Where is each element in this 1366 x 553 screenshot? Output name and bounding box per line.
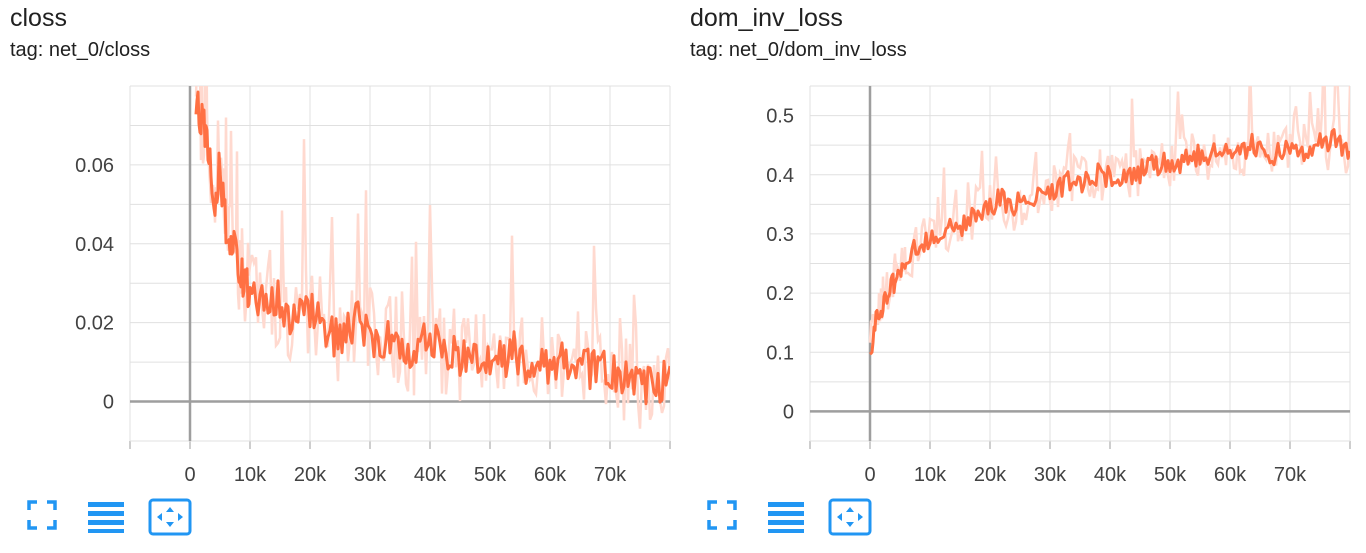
raw-series-line	[194, 86, 670, 429]
fullscreen-icon	[707, 500, 737, 530]
fit-domain-button[interactable]	[148, 498, 192, 536]
data-table-button[interactable]	[87, 500, 125, 534]
x-tick-label: 10k	[234, 464, 267, 486]
series-group	[194, 86, 670, 429]
fullscreen-button[interactable]	[27, 500, 57, 530]
x-tick-label: 40k	[414, 464, 447, 486]
smoothed-series-line	[194, 90, 670, 406]
data-table-button[interactable]	[767, 500, 805, 534]
x-tick-label: 50k	[1154, 464, 1187, 486]
series-group	[868, 86, 1350, 356]
x-tick-label: 0	[864, 464, 875, 486]
x-tick-label: 60k	[1214, 464, 1247, 486]
chart-card-closs: closs tag: net_0/closs 0 10k 20k 30k 40k 50k 6…	[0, 0, 683, 536]
data-table-icon	[88, 502, 124, 533]
x-tick-label: 50k	[474, 464, 507, 486]
y-tick-label: 0.2	[766, 283, 794, 305]
x-tick-label: 70k	[594, 464, 627, 486]
y-tick-label: 0.4	[766, 165, 794, 187]
y-tick-label: 0.04	[75, 234, 114, 256]
x-tick-label: 20k	[294, 464, 327, 486]
y-tick-label: 0.02	[75, 313, 114, 335]
y-tick-label: 0.06	[75, 155, 114, 177]
x-tick-label: 0	[184, 464, 195, 486]
y-tick-label: 0.3	[766, 224, 794, 246]
smoothed-series-line	[869, 128, 1350, 356]
chart-tag: tag: net_0/closs	[10, 39, 151, 61]
chart-tag: tag: net_0/dom_inv_loss	[690, 39, 907, 61]
x-tick-label: 70k	[1274, 464, 1307, 486]
data-table-icon	[768, 502, 804, 533]
fit-domain-button[interactable]	[828, 498, 872, 536]
x-tick-label: 30k	[1034, 464, 1067, 486]
chart-title: closs	[10, 4, 67, 32]
x-tick-label: 60k	[534, 464, 567, 486]
chart-plot-dom-inv-loss[interactable]: 0 10k 20k 30k 40k 50k 60k 70k 0 0.1 0.2 0.3 0.4 0.5	[683, 0, 1366, 500]
y-tick-label: 0.1	[766, 342, 794, 364]
chart-plot-closs[interactable]: 0 10k 20k 30k 40k 50k 60k 70k 0 0.02 0.04 0.06	[0, 0, 683, 500]
x-tick-label: 20k	[974, 464, 1007, 486]
fullscreen-icon	[27, 500, 57, 530]
y-tick-label: 0	[103, 392, 114, 414]
chart-card-dom-inv-loss: dom_inv_loss tag: net_0/dom_inv_loss 0 10…	[683, 0, 1366, 553]
fit-domain-icon	[828, 498, 872, 536]
y-tick-label: 0.5	[766, 106, 794, 128]
y-tick-label: 0	[783, 401, 794, 423]
fit-domain-icon	[148, 498, 192, 536]
x-tick-label: 30k	[354, 464, 387, 486]
x-tick-label: 40k	[1094, 464, 1127, 486]
fullscreen-button[interactable]	[707, 500, 737, 530]
x-tick-label: 10k	[914, 464, 947, 486]
chart-title: dom_inv_loss	[690, 4, 843, 32]
